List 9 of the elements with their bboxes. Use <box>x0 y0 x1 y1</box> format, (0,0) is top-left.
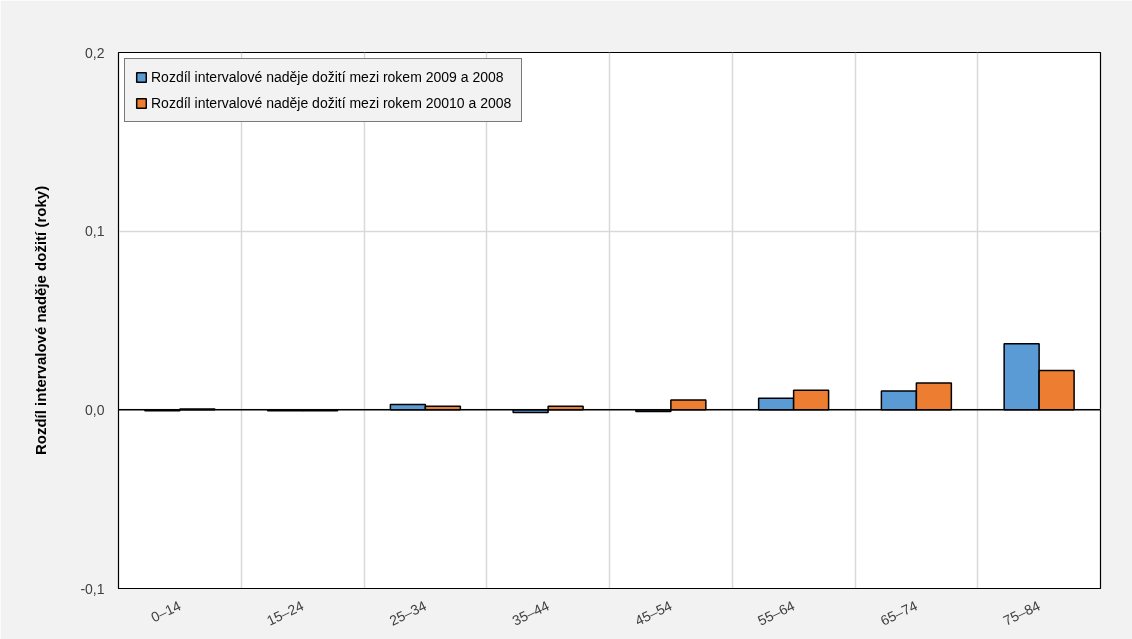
x-tick-label: 45–54 <box>632 597 675 629</box>
x-tick-label: 0–14 <box>148 597 184 626</box>
y-tick-label: 0,0 <box>85 401 105 418</box>
y-tick-label: 0,1 <box>85 223 105 240</box>
y-tick-label: -0,1 <box>80 580 105 597</box>
y-tick-label: 0,2 <box>85 44 105 61</box>
legend-label: Rozdíl intervalové naděje dožití mezi rokem 2009 a 2008 <box>151 69 504 85</box>
legend-label: Rozdíl intervalové naděje dožití mezi rokem 20010 a 2008 <box>151 95 512 111</box>
y-axis-title: Rozdíl intervalové naděje dožití (roky) <box>32 185 50 456</box>
